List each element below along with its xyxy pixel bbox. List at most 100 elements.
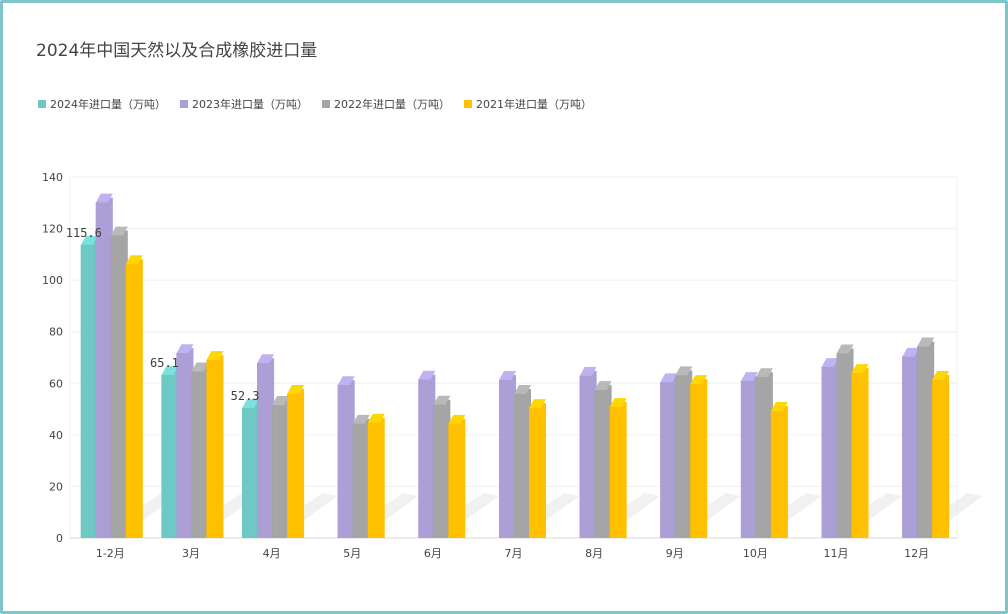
bar-front	[690, 384, 703, 538]
bar-top	[176, 344, 194, 354]
bar-top	[579, 366, 597, 376]
legend-item[interactable]: 2024年进口量（万吨）	[38, 96, 166, 112]
y-tick-label: 20	[49, 480, 63, 493]
bar-front	[529, 408, 541, 538]
x-tick-label: 8月	[585, 547, 603, 560]
bar-front	[448, 423, 461, 538]
legend-swatch	[180, 100, 188, 108]
bar-front	[367, 422, 380, 538]
bar-top	[337, 376, 355, 386]
legend-item[interactable]: 2022年进口量（万吨）	[322, 96, 450, 112]
x-tick-label: 9月	[666, 547, 684, 560]
bar-front	[161, 375, 174, 538]
bar-front	[337, 385, 350, 538]
bar-top	[594, 381, 612, 391]
bar-top	[851, 364, 869, 374]
bar-top	[206, 351, 224, 361]
legend-swatch	[322, 100, 330, 108]
bar-front	[740, 381, 753, 538]
bar-front	[257, 363, 270, 538]
bar-top	[367, 413, 385, 423]
bar-top	[499, 371, 516, 381]
bar-top	[352, 414, 370, 424]
legend: 2024年进口量（万吨） 2023年进口量（万吨） 2022年进口量（万吨） 2021…	[38, 96, 592, 112]
bar-top	[161, 366, 179, 376]
bar-top	[191, 362, 209, 372]
y-tick-label: 0	[56, 532, 63, 545]
legend-swatch	[38, 100, 46, 108]
x-tick-label: 12月	[904, 547, 929, 560]
bar-front	[932, 380, 945, 538]
bar-top	[770, 401, 788, 411]
legend-label: 2024年进口量（万吨）	[50, 98, 166, 111]
bar-top	[242, 399, 260, 409]
bar-front	[770, 410, 783, 538]
bar-front	[95, 202, 108, 538]
bar-top	[660, 373, 678, 383]
bar-front	[755, 377, 768, 538]
bar-front	[499, 380, 511, 538]
x-tick-label: 1-2月	[96, 547, 125, 560]
y-tick-label: 60	[49, 377, 63, 390]
bar-front	[594, 390, 607, 538]
y-tick-label: 100	[42, 274, 63, 287]
bar-front	[110, 235, 123, 539]
bar-top	[836, 344, 854, 354]
bar-top	[95, 193, 113, 203]
x-tick-label: 10月	[743, 547, 768, 560]
x-tick-label: 6月	[424, 547, 442, 560]
bar-top	[529, 399, 546, 409]
bar-front	[287, 393, 300, 538]
bar-front	[609, 407, 622, 538]
bar-top	[448, 414, 466, 424]
data-label: 65.1	[150, 356, 179, 370]
legend-item[interactable]: 2023年进口量（万吨）	[180, 96, 308, 112]
bar-top	[755, 368, 773, 378]
chart-title: 2024年中国天然以及合成橡胶进口量	[36, 41, 318, 61]
bar-top	[902, 347, 920, 357]
legend-item[interactable]: 2021年进口量（万吨）	[464, 96, 592, 112]
bar-top	[675, 366, 693, 376]
bar-top	[110, 226, 128, 236]
bar-top	[272, 396, 290, 406]
bar-front	[176, 353, 189, 538]
bar-front	[80, 244, 93, 538]
bar-top	[690, 375, 708, 385]
bar-front	[242, 408, 255, 538]
x-tick-label: 4月	[263, 547, 281, 560]
legend-label: 2022年进口量（万吨）	[334, 98, 450, 111]
bar-top	[740, 372, 758, 382]
bar-front	[206, 360, 219, 538]
y-tick-label: 140	[42, 171, 63, 184]
bar-top	[80, 235, 98, 245]
data-label: 52.3	[231, 389, 260, 403]
bar-top	[917, 337, 935, 347]
bar-front	[579, 375, 592, 538]
bar-front	[514, 393, 526, 538]
legend-label: 2023年进口量（万吨）	[192, 98, 308, 111]
bar-front	[675, 375, 688, 538]
bar-front	[433, 404, 446, 538]
bar-front	[125, 264, 138, 538]
bar-front	[902, 356, 915, 538]
bar-top	[514, 384, 531, 394]
bar-front	[660, 382, 673, 538]
bar-top	[932, 371, 950, 381]
bar-top	[287, 384, 305, 394]
legend-label: 2021年进口量（万吨）	[476, 98, 592, 111]
bar-front	[836, 353, 849, 538]
bar-front	[272, 405, 285, 538]
bar-front	[352, 423, 365, 538]
bar-top	[821, 358, 839, 368]
x-tick-label: 11月	[824, 547, 849, 560]
x-tick-label: 3月	[182, 547, 200, 560]
bar-front	[917, 346, 930, 538]
legend-swatch	[464, 100, 472, 108]
bar-front	[418, 379, 431, 538]
bar-top	[257, 354, 275, 364]
bar-top	[609, 398, 627, 408]
bar-top	[418, 370, 436, 380]
bar-top	[433, 395, 451, 405]
bar-front	[191, 371, 204, 538]
y-tick-label: 120	[42, 223, 63, 236]
